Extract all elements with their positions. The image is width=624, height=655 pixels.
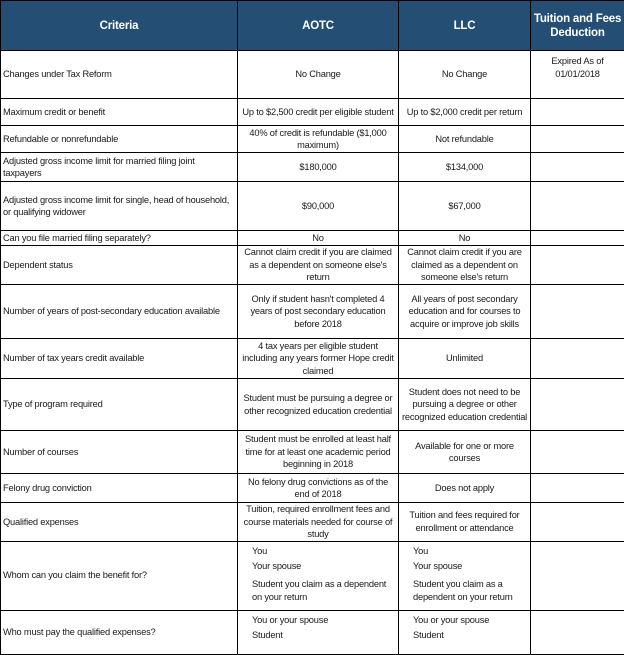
cell-aotc: No [238,231,399,246]
cell-llc: No [399,231,531,246]
cell-tfd [531,231,624,246]
cell-tfd [531,610,624,654]
cell-tfd: Expired As of 01/01/2018 [531,51,624,99]
list-item: Student [413,628,528,643]
table-row: Adjusted gross income limit for single, … [1,182,624,231]
list-item: Your spouse [413,559,528,574]
cell-criteria: Changes under Tax Reform [1,51,238,99]
cell-llc: $67,000 [399,182,531,231]
cell-llc: Unlimited [399,339,531,379]
cell-criteria: Qualified expenses [1,503,238,542]
cell-aotc: No felony drug convictions as of the end… [238,474,399,503]
cell-tfd [531,153,624,182]
cell-llc: Cannot claim credit if you are claimed a… [399,246,531,285]
cell-criteria: Who must pay the qualified expenses? [1,610,238,654]
cell-tfd [531,379,624,431]
cell-aotc: Tuition, required enrollment fees and co… [238,503,399,542]
header-criteria: Criteria [1,1,238,51]
cell-criteria: Dependent status [1,246,238,285]
cell-llc: $134,000 [399,153,531,182]
header-row: Criteria AOTC LLC Tuition and Fees Deduc… [1,1,624,51]
cell-aotc: 40% of credit is refundable ($1,000 maxi… [238,126,399,153]
cell-aotc: Up to $2,500 credit per eligible student [238,99,399,126]
header-aotc: AOTC [238,1,399,51]
cell-aotc: Student must be enrolled at least half t… [238,431,399,474]
cell-tfd [531,285,624,339]
cell-llc: All years of post secondary education an… [399,285,531,339]
cell-aotc: $90,000 [238,182,399,231]
cell-aotc: $180,000 [238,153,399,182]
list-item: You [413,544,528,559]
list-item: You or your spouse [252,613,396,628]
cell-llc: Does not apply [399,474,531,503]
cell-criteria: Number of tax years credit available [1,339,238,379]
cell-tfd [531,431,624,474]
cell-criteria: Adjusted gross income limit for married … [1,153,238,182]
cell-tfd [531,182,624,231]
cell-tfd [531,126,624,153]
cell-aotc: Student must be pursuing a degree or oth… [238,379,399,431]
cell-criteria: Refundable or nonrefundable [1,126,238,153]
cell-llc: Up to $2,000 credit per return [399,99,531,126]
cell-tfd [531,99,624,126]
cell-criteria: Adjusted gross income limit for single, … [1,182,238,231]
cell-tfd [531,339,624,379]
list-item: Student [252,628,396,643]
header-llc: LLC [399,1,531,51]
list-item: Your spouse [252,559,396,574]
cell-tfd [531,246,624,285]
cell-aotc: Cannot claim credit if you are claimed a… [238,246,399,285]
header-tuition-fees-deduction: Tuition and Fees Deduction [531,1,624,51]
table-row: Number of years of post-secondary educat… [1,285,624,339]
cell-criteria: Felony drug conviction [1,474,238,503]
cell-criteria: Type of program required [1,379,238,431]
table-row: Can you file married filing separately?N… [1,231,624,246]
cell-llc: No Change [399,51,531,99]
cell-llc: Available for one or more courses [399,431,531,474]
table-row: Who must pay the qualified expenses?You … [1,610,624,654]
cell-criteria: Number of courses [1,431,238,474]
cell-criteria: Number of years of post-secondary educat… [1,285,238,339]
cell-aotc: No Change [238,51,399,99]
table-row: Adjusted gross income limit for married … [1,153,624,182]
list-item: You [252,544,396,559]
cell-criteria: Maximum credit or benefit [1,99,238,126]
cell-llc: Tuition and fees required for enrollment… [399,503,531,542]
cell-aotc: 4 tax years per eligible student includi… [238,339,399,379]
cell-tfd [531,541,624,610]
list-item: You or your spouse [413,613,528,628]
cell-criteria: Can you file married filing separately? [1,231,238,246]
cell-llc: Student does not need to be pursuing a d… [399,379,531,431]
cell-tfd [531,474,624,503]
cell-llc: Not refundable [399,126,531,153]
list-item: Student you claim as a dependent on your… [252,578,396,605]
cell-tfd [531,503,624,542]
list-item: Student you claim as a dependent on your… [413,578,528,605]
cell-aotc: Only if student hasn't completed 4 years… [238,285,399,339]
cell-criteria: Whom can you claim the benefit for? [1,541,238,610]
